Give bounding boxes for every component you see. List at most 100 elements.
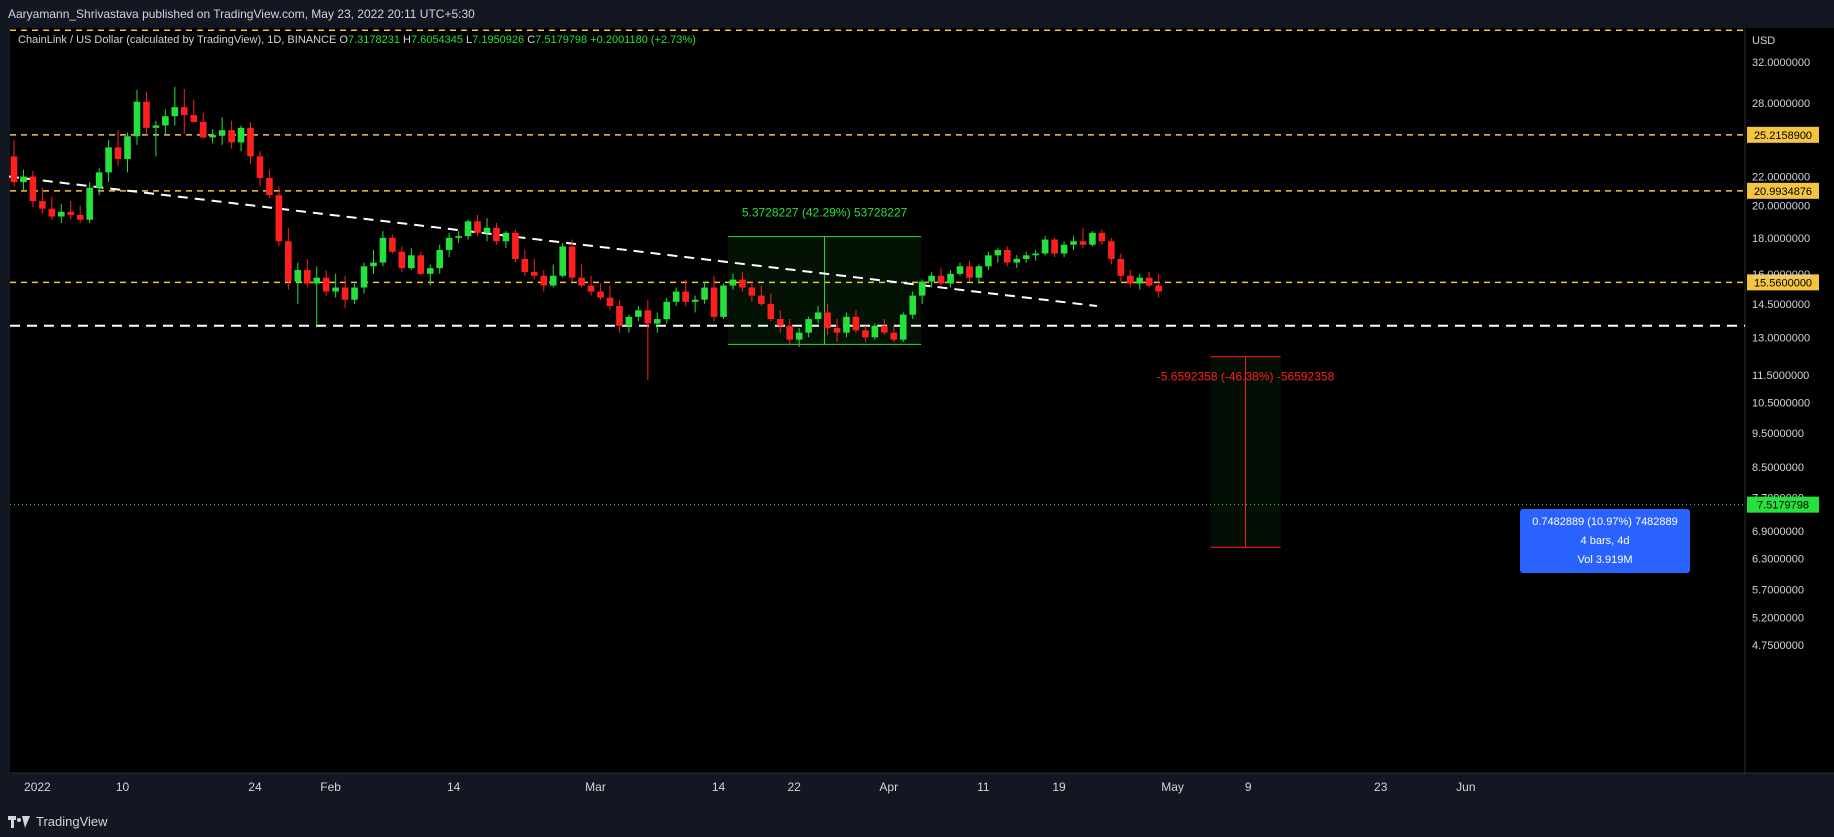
candle-body[interactable] — [616, 306, 623, 326]
candle-body[interactable] — [966, 266, 973, 278]
candle-body[interactable] — [20, 176, 27, 183]
candle-body[interactable] — [209, 135, 216, 138]
candle-body[interactable] — [606, 297, 614, 307]
candle-body[interactable] — [918, 281, 926, 296]
candle-body[interactable] — [1155, 285, 1162, 292]
candle-body[interactable] — [445, 237, 453, 250]
candle-body[interactable] — [985, 255, 992, 267]
candle-body[interactable] — [105, 147, 112, 173]
candle-body[interactable] — [890, 332, 898, 340]
candle-body[interactable] — [805, 319, 812, 333]
candle-body[interactable] — [417, 255, 425, 274]
candle-body[interactable] — [436, 249, 443, 269]
candle-body[interactable] — [1098, 232, 1106, 242]
candle-body[interactable] — [455, 236, 462, 238]
candle-body[interactable] — [795, 332, 803, 340]
candle-body[interactable] — [285, 241, 292, 282]
candle-body[interactable] — [39, 201, 46, 209]
candle-body[interactable] — [767, 303, 775, 320]
candle-body[interactable] — [162, 116, 169, 126]
candle-body[interactable] — [843, 316, 850, 333]
candle-body[interactable] — [76, 214, 84, 220]
candle-body[interactable] — [625, 316, 633, 326]
candle-body[interactable] — [994, 249, 1002, 256]
candle-body[interactable] — [947, 273, 954, 284]
candle-body[interactable] — [237, 127, 245, 143]
candle-body[interactable] — [370, 262, 377, 267]
candle-body[interactable] — [1004, 249, 1011, 263]
candle-body[interactable] — [937, 275, 945, 284]
candle-body[interactable] — [1089, 232, 1096, 245]
candle-body[interactable] — [464, 221, 472, 237]
candle-body[interactable] — [758, 295, 765, 304]
candle-body[interactable] — [133, 101, 141, 137]
candle-body[interactable] — [114, 147, 122, 159]
candle-body[interactable] — [956, 266, 964, 274]
candle-body[interactable] — [275, 195, 283, 242]
candle-body[interactable] — [512, 232, 519, 259]
candle-body[interactable] — [587, 285, 595, 292]
candle-body[interactable] — [644, 310, 652, 324]
candle-body[interactable] — [899, 314, 907, 340]
candle-body[interactable] — [1117, 258, 1125, 276]
candle-body[interactable] — [729, 279, 737, 286]
candle-body[interactable] — [824, 312, 831, 329]
tradingview-logo[interactable]: TradingView — [8, 814, 108, 829]
candle-body[interactable] — [493, 227, 500, 242]
candle-body[interactable] — [1060, 244, 1068, 254]
candle-body[interactable] — [1041, 239, 1049, 254]
candle-body[interactable] — [1070, 241, 1077, 245]
candle-body[interactable] — [672, 291, 680, 302]
candle-body[interactable] — [720, 285, 727, 317]
candle-body[interactable] — [341, 287, 349, 300]
candle-body[interactable] — [303, 270, 311, 284]
candle-body[interactable] — [483, 227, 491, 233]
candle-body[interactable] — [228, 130, 235, 143]
candle-body[interactable] — [928, 275, 935, 282]
candle-body[interactable] — [322, 277, 330, 292]
candle-body[interactable] — [739, 279, 746, 288]
candle-body[interactable] — [521, 258, 529, 272]
candle-body[interactable] — [1079, 241, 1087, 245]
candle-body[interactable] — [294, 270, 302, 282]
candle-body[interactable] — [814, 312, 822, 320]
candle-body[interactable] — [540, 275, 548, 286]
candle-body[interactable] — [1136, 277, 1144, 284]
candle-body[interactable] — [266, 177, 273, 196]
candle-body[interactable] — [635, 310, 642, 317]
candle-body[interactable] — [710, 287, 718, 317]
candle-body[interactable] — [124, 136, 131, 159]
candle-body[interactable] — [862, 330, 869, 338]
candle-body[interactable] — [29, 176, 37, 202]
candle-body[interactable] — [597, 291, 604, 298]
candle-body[interactable] — [67, 211, 75, 215]
candle-body[interactable] — [152, 125, 160, 128]
candle-body[interactable] — [1145, 277, 1153, 286]
candle-body[interactable] — [1013, 258, 1021, 263]
candle-body[interactable] — [86, 187, 93, 220]
candle-body[interactable] — [701, 287, 708, 300]
candle-body[interactable] — [1032, 253, 1039, 256]
candle-body[interactable] — [48, 208, 56, 217]
candle-body[interactable] — [58, 211, 65, 217]
candle-body[interactable] — [360, 266, 368, 288]
candle-body[interactable] — [171, 107, 179, 117]
candle-body[interactable] — [975, 266, 983, 278]
candle-body[interactable] — [313, 277, 321, 284]
candle-body[interactable] — [247, 127, 254, 157]
candle-body[interactable] — [351, 287, 358, 300]
candle-body[interactable] — [663, 301, 671, 320]
candle-body[interactable] — [578, 277, 585, 286]
symbol-name[interactable]: ChainLink / US Dollar (calculated by Tra… — [18, 34, 337, 46]
candle-body[interactable] — [379, 237, 387, 263]
candle-body[interactable] — [909, 295, 916, 315]
candle-body[interactable] — [180, 107, 188, 116]
candle-body[interactable] — [218, 130, 226, 136]
candle-body[interactable] — [95, 172, 103, 188]
candle-body[interactable] — [474, 221, 481, 233]
candle-body[interactable] — [1022, 255, 1030, 259]
candle-body[interactable] — [682, 291, 689, 302]
candle-body[interactable] — [786, 325, 794, 340]
candle-body[interactable] — [833, 328, 841, 333]
